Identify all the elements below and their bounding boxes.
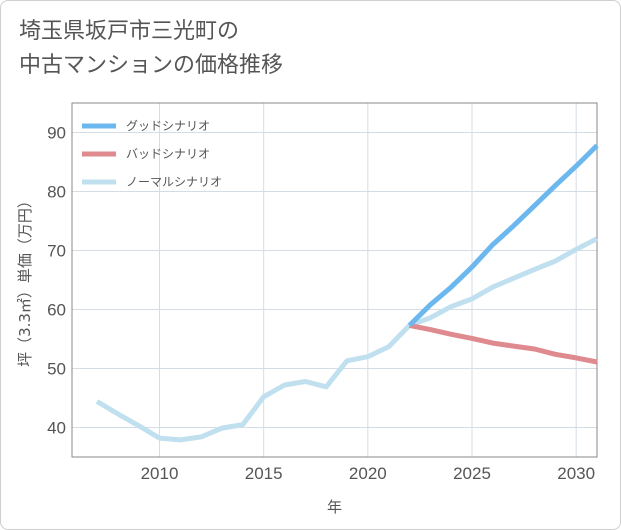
x-tick-label: 2010 [141,464,179,483]
y-tick-label: 90 [47,124,66,143]
x-axis-label: 年 [327,498,342,516]
x-tick-label: 2025 [453,464,491,483]
legend-label: グッドシナリオ [126,119,210,133]
x-axis-ticks: 2010 2015 2020 2025 2030 [141,464,595,483]
x-tick-label: 2015 [245,464,283,483]
chart-title: 埼玉県坂戸市三光町の 中古マンションの価格推移 [19,15,283,83]
x-tick-label: 2020 [349,464,387,483]
x-tick-label: 2030 [557,464,595,483]
grid-lines [72,103,597,457]
chart-title-line-2: 中古マンションの価格推移 [19,53,284,78]
series-line-1 [409,322,598,365]
plot-area-frame [71,102,598,458]
y-axis-ticks: 40 50 60 70 80 90 [47,124,66,438]
series-line-2 [95,236,599,443]
y-tick-label: 80 [47,183,66,202]
series-line-0 [407,143,599,328]
legend-label: ノーマルシナリオ [126,175,222,189]
y-tick-label: 60 [47,301,66,320]
y-axis-label: 坪（3.3㎡）単価（万円） [16,193,34,367]
chart-title-line-1: 埼玉県坂戸市三光町の [19,19,240,44]
series-lines [95,143,599,443]
y-tick-label: 50 [47,360,66,379]
y-tick-label: 70 [47,242,66,261]
y-tick-label: 40 [47,419,66,438]
legend-label: バッドシナリオ [126,147,210,161]
